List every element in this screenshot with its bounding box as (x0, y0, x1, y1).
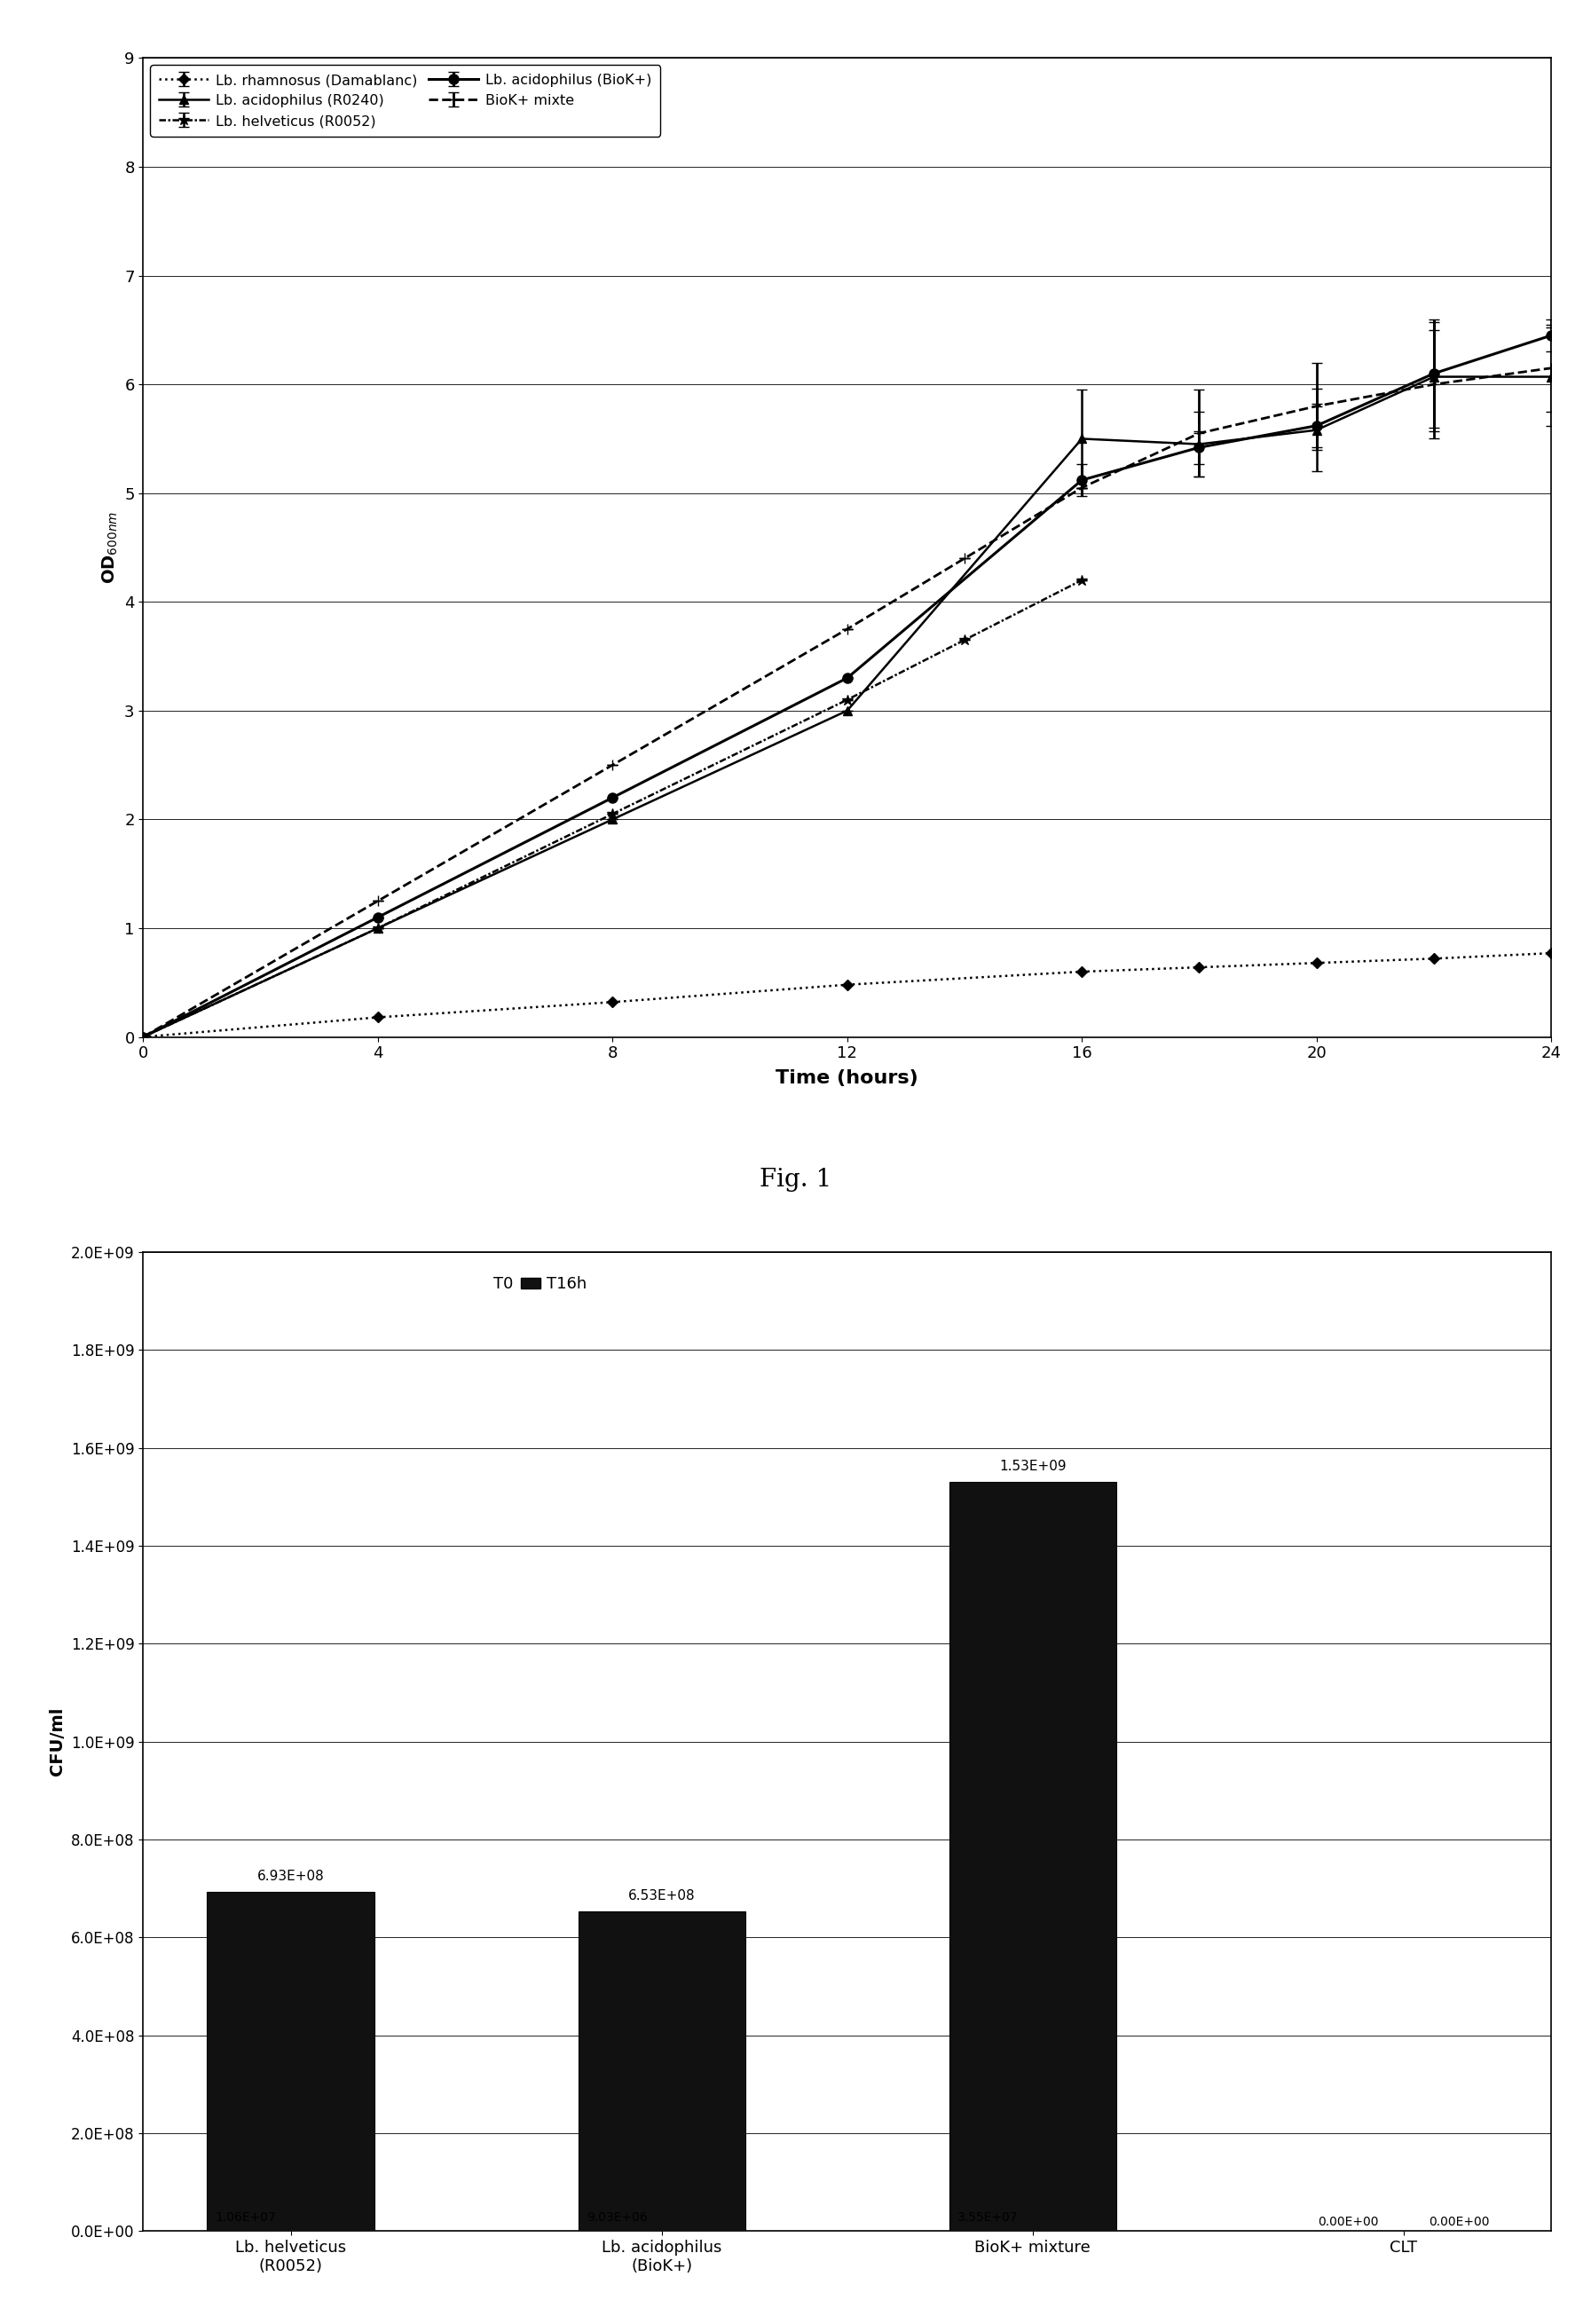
Text: 6.93E+08: 6.93E+08 (258, 1871, 325, 1882)
X-axis label: Time (hours): Time (hours) (776, 1069, 918, 1088)
Text: 3.55E+07: 3.55E+07 (958, 2210, 1018, 2224)
Y-axis label: OD$_{600nm}$: OD$_{600nm}$ (100, 511, 119, 583)
Text: 1.06E+07: 1.06E+07 (215, 2210, 277, 2224)
Text: 0.00E+00: 0.00E+00 (1317, 2217, 1378, 2229)
Text: 1.53E+09: 1.53E+09 (999, 1459, 1066, 1473)
Bar (950, 1483, 1117, 2231)
Text: 0.00E+00: 0.00E+00 (1429, 2217, 1489, 2229)
Text: Fig. 1: Fig. 1 (759, 1167, 832, 1192)
Legend: T0, T16h: T0, T16h (461, 1269, 593, 1299)
Legend: Lb. rhamnosus (Damablanc), Lb. acidophilus (R0240), Lb. helveticus (R0052), Lb. : Lb. rhamnosus (Damablanc), Lb. acidophil… (150, 65, 660, 137)
Y-axis label: CFU/ml: CFU/ml (49, 1708, 65, 1776)
Text: 9.03E+06: 9.03E+06 (587, 2210, 648, 2224)
Bar (207, 1892, 374, 2231)
Text: 6.53E+08: 6.53E+08 (628, 1889, 695, 1903)
Bar (578, 1910, 745, 2231)
